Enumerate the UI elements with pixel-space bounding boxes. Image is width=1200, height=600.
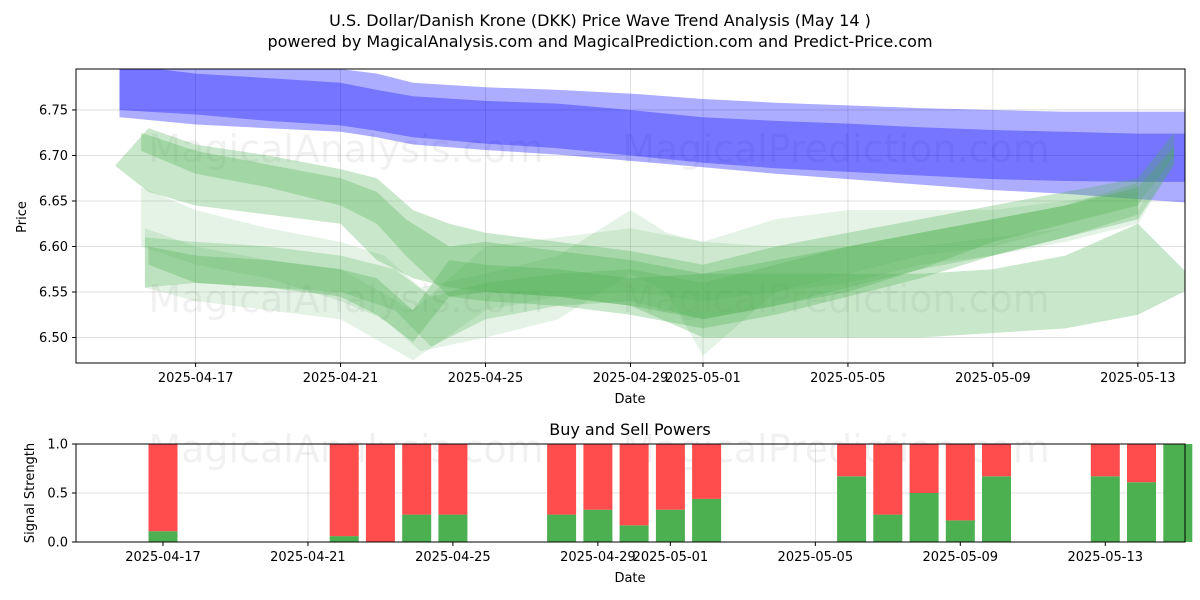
green-wave-band xyxy=(115,128,1175,320)
sell-power-bar xyxy=(1090,444,1120,477)
sell-power-bar xyxy=(547,444,577,515)
price-x-tick-label: 2025-05-05 xyxy=(810,371,886,386)
signal-x-tick-label: 2025-04-25 xyxy=(415,550,491,565)
buy-power-bar xyxy=(438,514,468,542)
chart-subtitle: powered by MagicalAnalysis.com and Magic… xyxy=(267,32,932,51)
price-y-tick-label: 6.55 xyxy=(39,286,68,301)
price-grid xyxy=(76,69,1185,363)
price-x-axis-label: Date xyxy=(614,392,645,407)
price-x-tick-label: 2025-04-17 xyxy=(158,371,234,386)
signal-bars xyxy=(148,444,1193,542)
buy-power-bar xyxy=(1163,444,1193,542)
sell-power-bar xyxy=(692,444,722,499)
signal-y-tick-label: 0.0 xyxy=(47,536,68,551)
price-x-tick-label: 2025-04-21 xyxy=(303,371,379,386)
price-x-tick-label: 2025-04-25 xyxy=(448,371,524,386)
buy-power-bar xyxy=(329,536,359,542)
buy-power-bar xyxy=(909,493,939,542)
signal-y-tick-label: 0.5 xyxy=(47,487,68,502)
price-x-tick-label: 2025-05-01 xyxy=(665,371,741,386)
watermark-text: MagicalPrediction.com xyxy=(622,127,1050,171)
sell-power-bar xyxy=(945,444,975,521)
watermark-text: MagicalPrediction.com xyxy=(622,277,1050,321)
sell-power-bar xyxy=(583,444,613,510)
signal-x-tick-label: 2025-05-13 xyxy=(1067,550,1143,565)
price-y-tick-label: 6.75 xyxy=(39,103,68,118)
sell-power-bar xyxy=(873,444,903,515)
price-axes: 2025-04-17 2025-04-21 2025-04-25 2025-04-29… xyxy=(39,103,1176,386)
sell-power-bar xyxy=(329,444,359,537)
buy-power-bar xyxy=(1127,482,1156,542)
price-x-tick-label: 2025-04-29 xyxy=(593,371,669,386)
signal-chart-title: Buy and Sell Powers xyxy=(549,420,711,439)
signal-y-tick-label: 1.0 xyxy=(47,438,68,453)
signal-x-tick-label: 2025-05-09 xyxy=(923,550,999,565)
buy-power-bar xyxy=(1090,476,1120,542)
signal-x-tick-label: 2025-04-21 xyxy=(270,550,346,565)
sell-power-bar xyxy=(1127,444,1156,483)
chart-title: U.S. Dollar/Danish Krone (DKK) Price Wav… xyxy=(329,11,871,30)
buy-power-bar xyxy=(982,476,1011,542)
signal-y-axis-label: Signal Strength xyxy=(23,443,38,543)
sell-power-bar xyxy=(148,444,178,532)
price-x-tick-label: 2025-05-09 xyxy=(955,371,1031,386)
sell-power-bar xyxy=(365,444,395,542)
price-y-tick-label: 6.50 xyxy=(39,331,68,346)
signal-axes: 2025-04-17 2025-04-21 2025-04-25 2025-04-29… xyxy=(47,438,1143,566)
price-y-tick-label: 6.60 xyxy=(39,240,68,255)
price-watermarks: MagicalAnalysis.com MagicalPrediction.co… xyxy=(148,127,1049,321)
signal-x-axis-label: Date xyxy=(614,571,645,586)
price-y-axis-label: Price xyxy=(15,201,30,233)
signal-x-tick-label: 2025-04-17 xyxy=(125,550,201,565)
price-y-tick-label: 6.70 xyxy=(39,149,68,164)
buy-power-bar xyxy=(583,509,613,542)
blue-wave-band xyxy=(119,69,1185,182)
watermark-text: MagicalAnalysis.com xyxy=(148,127,543,171)
price-series xyxy=(115,69,1185,361)
price-x-tick-label: 2025-05-13 xyxy=(1100,371,1176,386)
signal-chart: Buy and Sell Powers MagicalAnalysis.com … xyxy=(23,420,1193,586)
sell-power-bar xyxy=(655,444,685,510)
buy-power-bar xyxy=(655,509,685,542)
sell-power-bar xyxy=(837,444,867,477)
buy-power-bar xyxy=(619,525,649,542)
buy-power-bar xyxy=(692,498,722,542)
sell-power-bar xyxy=(909,444,939,493)
signal-x-tick-label: 2025-05-01 xyxy=(633,550,709,565)
green-wave-band xyxy=(148,223,1185,343)
buy-power-bar xyxy=(547,514,577,542)
sell-power-bar xyxy=(619,444,649,526)
signal-x-tick-label: 2025-05-05 xyxy=(778,550,854,565)
price-y-tick-label: 6.65 xyxy=(39,194,68,209)
sell-power-bar xyxy=(402,444,432,515)
buy-power-bar xyxy=(873,514,903,542)
signal-x-tick-label: 2025-04-29 xyxy=(560,550,636,565)
green-wave-band xyxy=(141,187,1138,356)
price-chart: MagicalAnalysis.com MagicalPrediction.co… xyxy=(15,68,1186,407)
green-wave-band xyxy=(141,132,1175,329)
sell-power-bar xyxy=(982,444,1011,477)
buy-power-bar xyxy=(402,514,432,542)
blue-wave-band xyxy=(119,69,1185,203)
green-wave-band xyxy=(144,182,1138,347)
green-wave-band xyxy=(144,146,1175,361)
buy-power-bar xyxy=(837,476,867,542)
watermark-text: MagicalAnalysis.com xyxy=(148,277,543,321)
buy-power-bar xyxy=(148,531,178,542)
buy-power-bar xyxy=(945,520,975,542)
sell-power-bar xyxy=(438,444,468,515)
